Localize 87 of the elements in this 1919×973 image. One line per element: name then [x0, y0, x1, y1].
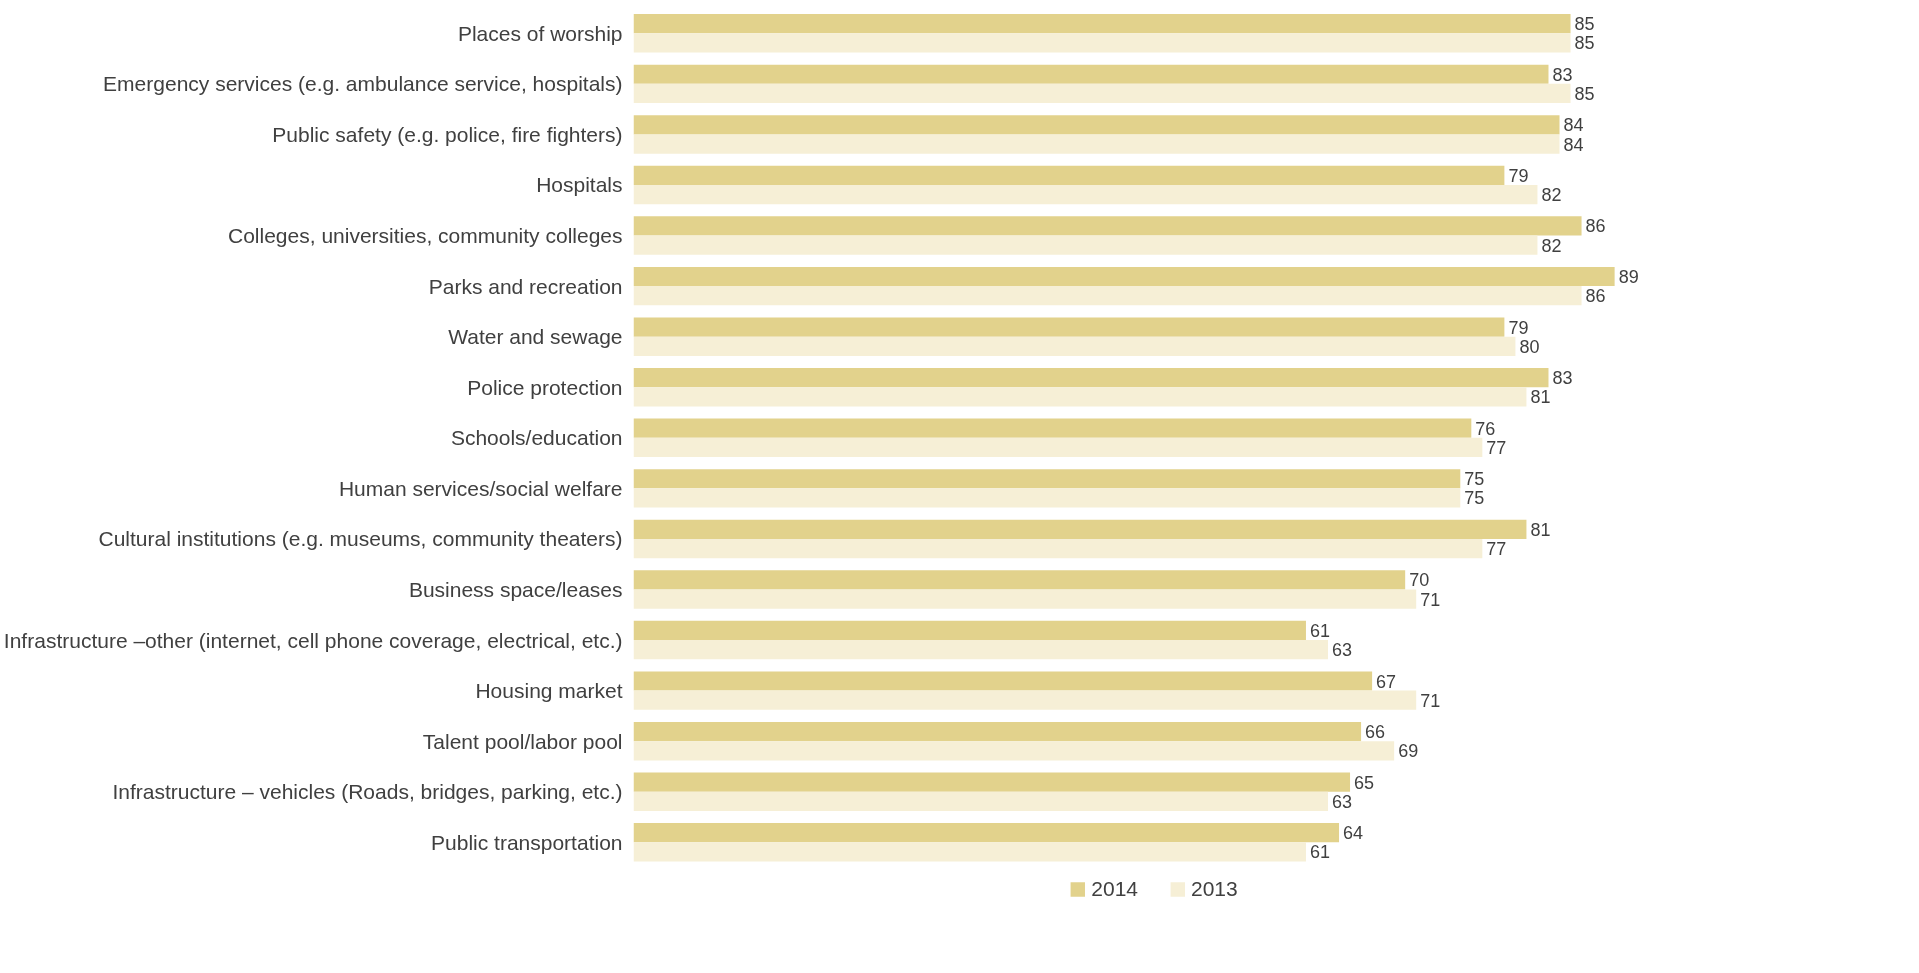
y-tick-label: Parks and recreation	[428, 274, 623, 298]
data-label: 66	[1365, 722, 1386, 743]
y-tick-label: Talent pool/labor pool	[422, 729, 623, 753]
data-label: 80	[1519, 336, 1540, 357]
y-tick-label: Schools/education	[450, 426, 623, 450]
bar	[633, 33, 1571, 53]
bar	[633, 418, 1472, 438]
bar	[633, 721, 1362, 742]
data-label: 65	[1354, 772, 1375, 793]
bar	[633, 115, 1560, 135]
data-label: 71	[1420, 690, 1441, 711]
data-label: 83	[1552, 64, 1573, 85]
data-label: 81	[1530, 387, 1551, 408]
bar	[633, 266, 1615, 287]
bar	[633, 134, 1560, 154]
bar	[633, 14, 1571, 34]
bar	[633, 620, 1306, 641]
y-tick-label: Housing market	[475, 679, 623, 703]
bar	[633, 235, 1538, 255]
y-tick-label: Public transportation	[431, 830, 623, 854]
data-label: 64	[1343, 823, 1364, 844]
data-label: 67	[1376, 671, 1397, 692]
y-tick-label: Business space/leases	[408, 577, 623, 601]
bar	[633, 437, 1483, 458]
y-tick-label: Water and sewage	[448, 325, 623, 349]
y-tick-label: Human services/social welfare	[338, 476, 623, 500]
bar	[633, 286, 1582, 306]
y-tick-label: Emergency services (e.g. ambulance service, hospitals)	[103, 72, 623, 96]
bar	[633, 64, 1549, 84]
bar	[633, 538, 1483, 559]
data-label: 83	[1552, 368, 1573, 389]
bar	[633, 469, 1461, 489]
legend-label: 2013	[1191, 877, 1238, 901]
bar	[633, 640, 1329, 660]
bar	[633, 791, 1329, 811]
bar	[633, 184, 1538, 205]
legend-label: 2014	[1091, 877, 1138, 901]
data-label: 63	[1332, 640, 1353, 661]
bar	[633, 741, 1395, 761]
data-label: 82	[1541, 235, 1562, 256]
data-label: 85	[1574, 14, 1595, 35]
data-label: 79	[1508, 165, 1529, 186]
data-label: 86	[1585, 216, 1606, 237]
data-label: 84	[1563, 134, 1584, 155]
bar	[633, 165, 1505, 185]
data-label: 81	[1530, 519, 1551, 540]
bar	[633, 488, 1461, 508]
data-label: 70	[1409, 570, 1430, 591]
data-label: 75	[1464, 488, 1485, 509]
y-tick-label: Places of worship	[457, 21, 623, 45]
data-label: 61	[1309, 842, 1330, 863]
y-tick-label: Hospitals	[536, 173, 623, 197]
data-label: 75	[1464, 469, 1485, 490]
data-label: 77	[1486, 437, 1507, 458]
bar	[633, 83, 1571, 104]
data-label: 85	[1574, 33, 1595, 54]
data-label: 85	[1574, 83, 1595, 104]
y-tick-label: Cultural institutions (e.g. museums, community theaters)	[98, 527, 623, 551]
bar	[633, 317, 1505, 337]
bar	[633, 216, 1582, 236]
bar	[633, 842, 1306, 862]
data-label: 89	[1618, 267, 1639, 288]
y-tick-label: Infrastructure –other (internet, cell phone coverage, electrical, etc.)	[3, 628, 623, 652]
y-tick-label: Police protection	[467, 375, 623, 399]
data-label: 86	[1585, 286, 1606, 307]
bar	[633, 823, 1340, 843]
bar	[633, 519, 1527, 539]
data-label: 82	[1541, 185, 1562, 206]
bar	[633, 336, 1516, 356]
bar	[633, 368, 1549, 388]
bar	[633, 589, 1417, 609]
bar	[633, 570, 1406, 590]
y-tick-label: Infrastructure – vehicles (Roads, bridges, parking, etc.)	[112, 780, 623, 804]
data-label: 79	[1508, 317, 1529, 338]
data-label: 77	[1486, 539, 1507, 560]
bar	[633, 690, 1417, 710]
data-label: 71	[1420, 589, 1441, 610]
data-label: 63	[1332, 791, 1353, 812]
data-label: 76	[1475, 418, 1496, 439]
y-tick-label: Colleges, universities, community colleges	[228, 224, 623, 248]
bar	[633, 772, 1351, 792]
data-label: 69	[1398, 741, 1419, 762]
data-label: 61	[1309, 620, 1330, 641]
data-label: 84	[1563, 115, 1584, 136]
y-tick-label: Public safety (e.g. police, fire fighters)	[272, 122, 623, 146]
bar	[633, 387, 1527, 407]
bar	[633, 671, 1373, 691]
